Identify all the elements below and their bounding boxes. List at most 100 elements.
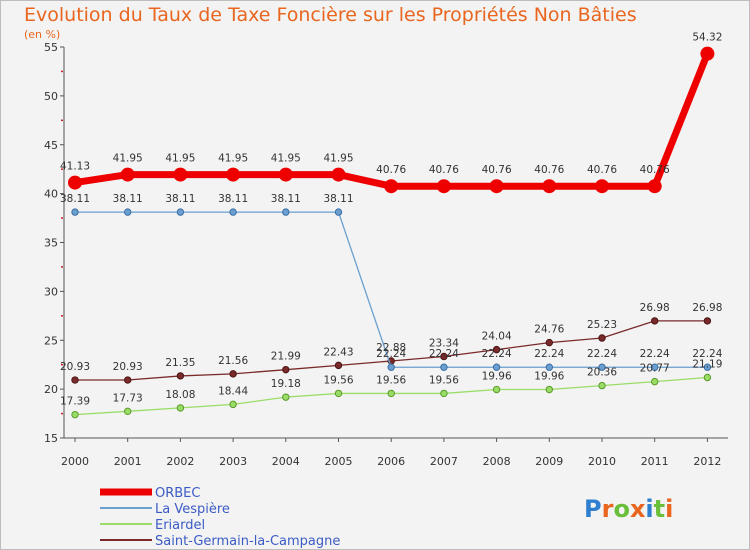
logo-text: Proxiti (584, 495, 673, 523)
data-label: 41.95 (218, 153, 248, 165)
y-tick-label: 20 (44, 383, 58, 396)
data-point (176, 208, 185, 216)
data-label: 20.77 (640, 363, 670, 375)
data-label: 40.76 (587, 164, 617, 176)
x-tick-label: 2007 (430, 455, 458, 468)
data-label: 20.93 (60, 361, 90, 373)
x-tick-label: 2005 (325, 455, 353, 468)
data-label: 18.08 (165, 389, 195, 401)
x-tick-label: 2010 (588, 455, 616, 468)
data-label: 54.32 (692, 32, 722, 44)
data-labels: 41.13 41.95 41.95 41.95 41.95 41.95 40.76 40.76… (60, 32, 723, 408)
data-label: 22.24 (429, 348, 459, 360)
data-label: 23.34 (429, 337, 459, 349)
data-point (700, 46, 715, 61)
data-label: 26.98 (640, 302, 670, 314)
data-label: 21.56 (218, 355, 248, 367)
data-label: 38.11 (271, 193, 301, 205)
data-label: 20.93 (113, 361, 143, 373)
data-point (71, 376, 79, 384)
data-label: 22.24 (692, 348, 722, 360)
data-label: 41.13 (60, 161, 90, 173)
data-label: 21.35 (165, 357, 195, 369)
data-point (173, 167, 188, 182)
y-tick-label: 45 (44, 139, 58, 152)
data-label: 22.43 (323, 346, 353, 358)
data-label: 38.11 (323, 193, 353, 205)
x-tick-label: 2011 (641, 455, 669, 468)
x-tick-label: 2001 (114, 455, 142, 468)
x-tick-label: 2008 (483, 455, 511, 468)
data-label: 19.56 (376, 374, 406, 386)
data-label: 24.04 (482, 331, 512, 343)
data-label: 38.11 (60, 193, 90, 205)
data-point (651, 317, 659, 325)
data-point (545, 338, 553, 347)
x-tick-label: 2012 (693, 455, 721, 468)
x-tick-label: 2004 (272, 455, 300, 468)
data-point (651, 377, 659, 386)
data-point (282, 365, 290, 374)
y-tick-label: 30 (44, 285, 58, 298)
data-label: 41.95 (271, 153, 301, 165)
data-point (334, 389, 343, 398)
data-point (387, 389, 395, 398)
data-point (124, 407, 132, 416)
data-label: 22.24 (534, 348, 564, 360)
data-label: 19.96 (482, 371, 512, 383)
legend-label: Eriardel (155, 518, 205, 533)
data-label: 19.56 (429, 374, 459, 386)
series-layer (68, 46, 715, 419)
data-label: 24.76 (534, 324, 564, 336)
data-point (436, 179, 451, 194)
data-point (703, 317, 712, 325)
data-label: 19.56 (323, 374, 353, 386)
data-point (278, 167, 293, 182)
x-tick-label: 2006 (377, 455, 405, 468)
x-tick-label: 2000 (61, 455, 89, 468)
data-label: 18.44 (218, 385, 248, 397)
data-point (545, 385, 553, 394)
y-tick-label: 40 (44, 188, 58, 201)
data-label: 22.24 (587, 348, 617, 360)
data-label: 40.76 (429, 164, 459, 176)
data-label: 17.39 (60, 396, 90, 408)
data-label: 22.24 (376, 348, 406, 360)
data-point (545, 363, 553, 371)
data-label: 22.24 (482, 348, 512, 360)
data-label: 21.99 (271, 351, 301, 363)
data-point (226, 167, 241, 182)
x-tick-label: 2003 (219, 455, 247, 468)
y-tick-label: 25 (44, 334, 58, 347)
data-label: 40.76 (376, 164, 406, 176)
data-point (492, 385, 501, 394)
data-point (334, 361, 343, 370)
data-label: 19.18 (271, 378, 301, 390)
data-label: 40.76 (640, 164, 670, 176)
x-tick-label: 2009 (535, 455, 563, 468)
data-label: 41.95 (113, 153, 143, 165)
data-point (71, 410, 79, 419)
data-point (595, 179, 609, 194)
data-point (124, 376, 132, 384)
legend-label: ORBEC (155, 486, 200, 501)
data-point (176, 404, 185, 412)
data-point (598, 334, 606, 342)
data-point (542, 179, 557, 194)
data-point (492, 363, 501, 371)
data-point (334, 208, 343, 216)
x-tick-label: 2002 (166, 455, 194, 468)
data-label: 21.19 (692, 358, 722, 370)
y-tick-label: 35 (44, 237, 58, 250)
data-label: 19.96 (534, 371, 564, 383)
chart-title: Evolution du Taux de Taxe Foncière sur l… (24, 4, 637, 26)
data-point (440, 389, 448, 398)
data-label: 38.11 (165, 193, 195, 205)
chart-subtitle: (en %) (24, 28, 61, 41)
data-point (331, 167, 346, 182)
proxiti-logo: Proxiti (584, 495, 673, 523)
data-point (229, 370, 237, 378)
data-point (229, 400, 237, 409)
data-point (598, 381, 606, 390)
